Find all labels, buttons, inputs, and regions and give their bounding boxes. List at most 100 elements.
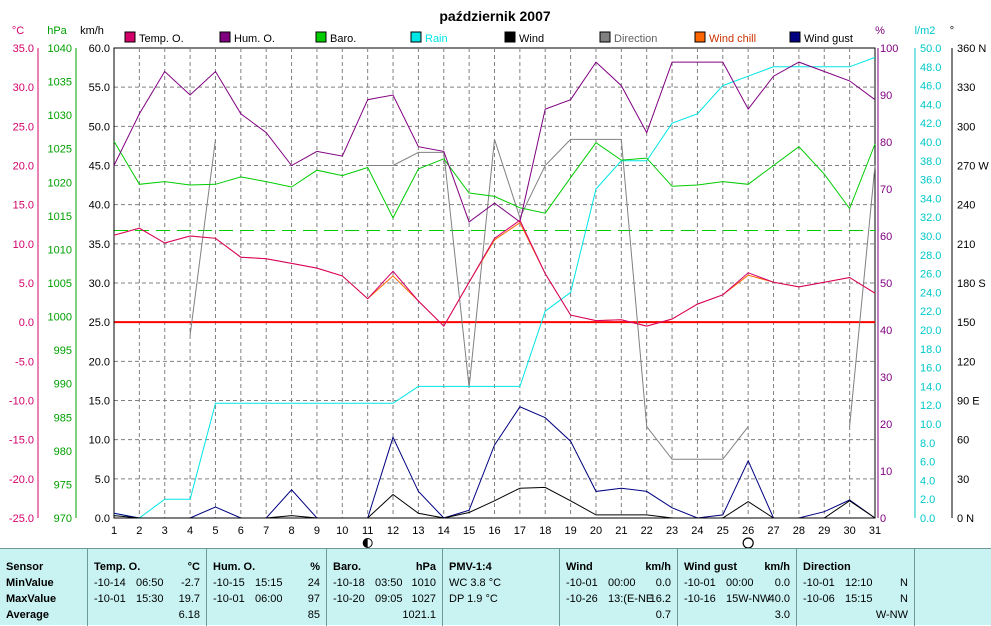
stats-time: 15:30 [136, 593, 164, 605]
axis-tick-rain: 30.0 [920, 231, 941, 243]
axis-tick-rain: 14.0 [920, 381, 941, 393]
axis-tick-direction: 240 [957, 200, 975, 212]
stats-value: 40.0 [768, 593, 790, 605]
legend-label: Rain [425, 33, 448, 45]
stats-value: 0.7 [655, 609, 671, 621]
axis-tick-baro: 980 [54, 446, 72, 458]
stats-header: PMV-1:4 [449, 561, 492, 573]
stats-time: 15W-NW [726, 593, 771, 605]
stats-date: -10-16 [684, 593, 716, 605]
axis-tick-hum: 20 [880, 419, 892, 431]
x-tick-label: 5 [212, 525, 218, 537]
x-tick-label: 1 [111, 525, 117, 537]
axis-tick-rain: 10.0 [920, 419, 941, 431]
axis-tick-direction: 30 [957, 474, 969, 486]
x-tick-label: 29 [818, 525, 830, 537]
axis-tick-rain: 46.0 [920, 81, 941, 93]
stats-header: Direction [803, 561, 851, 573]
axis-tick-wind: 10.0 [89, 435, 110, 447]
axis-tick-rain: 26.0 [920, 269, 941, 281]
stats-date: -10-01 [94, 593, 126, 605]
stats-date: -10-01 [684, 577, 716, 589]
axis-tick-hum: 50 [880, 278, 892, 290]
axis-tick-direction: 300 [957, 121, 975, 133]
stats-header: Baro. [333, 561, 362, 573]
legend-label: Wind [519, 33, 544, 45]
stats-date: DP 1.9 °C [449, 593, 498, 605]
new-moon-shadow-icon [363, 538, 368, 548]
axis-tick-baro: 995 [54, 345, 72, 357]
x-tick-label: 21 [615, 525, 627, 537]
stats-value: 3.0 [774, 609, 790, 621]
axis-tick-rain: 38.0 [920, 156, 941, 168]
x-tick-label: 14 [438, 525, 450, 537]
axis-tick-hum: 10 [880, 466, 892, 478]
stats-value: 1010 [411, 577, 436, 589]
axis-tick-wind: 55.0 [89, 82, 110, 94]
axis-tick-temp: -10.0 [9, 396, 34, 408]
stats-time: 15:15 [845, 593, 873, 605]
stats-column: Baro. hPa -10-18 03:50 1010 -10-20 09:05 1027 10… [327, 549, 443, 626]
series-line-temp [113, 219, 876, 327]
stats-date: -10-01 [566, 577, 598, 589]
stats-date: -10-20 [333, 593, 365, 605]
stats-header: Temp. O. [94, 561, 141, 573]
axis-tick-wind: 5.0 [95, 474, 110, 486]
x-tick-label: 27 [767, 525, 779, 537]
axis-tick-wind: 30.0 [89, 278, 110, 290]
axis-tick-baro: 1015 [48, 211, 72, 223]
stats-value: 19.7 [178, 593, 200, 605]
stats-date: -10-18 [333, 577, 365, 589]
axis-tick-rain: 12.0 [920, 400, 941, 412]
axis-unit-rain: l/m2 [915, 25, 936, 37]
stats-row-label: Average [6, 609, 50, 621]
axis-tick-wind: 45.0 [89, 161, 110, 173]
axis-tick-wind: 60.0 [89, 43, 110, 55]
stats-column: Hum. O.% -10-15 15:15 24 -10-01 06:00 97 85 [207, 549, 327, 626]
stats-header: Wind [566, 561, 593, 573]
axis-tick-temp: 0.0 [19, 317, 34, 329]
stats-column: Sensor MinValue MaxValue Average [0, 549, 88, 626]
stats-header: Wind gust [684, 561, 738, 573]
stats-time: 00:00 [608, 577, 636, 589]
axis-tick-temp: 5.0 [19, 278, 34, 290]
x-tick-label: 26 [742, 525, 754, 537]
axis-tick-rain: 50.0 [920, 43, 941, 55]
axis-tick-hum: 30 [880, 372, 892, 384]
stats-column: Direction -10-01 12:10 N -10-06 15:15 N W-NW [797, 549, 915, 626]
axis-tick-baro: 1010 [48, 244, 72, 256]
axis-tick-rain: 28.0 [920, 250, 941, 262]
x-tick-label: 4 [187, 525, 193, 537]
stats-header: Hum. O. [213, 561, 256, 573]
x-tick-label: 8 [289, 525, 295, 537]
stats-time: 13:(E-NE [608, 593, 654, 605]
axis-unit-baro: hPa [47, 25, 67, 37]
axis-tick-temp: -20.0 [9, 474, 34, 486]
axis-tick-direction: 180 S [957, 278, 986, 290]
stats-value: 1027 [411, 593, 436, 605]
legend-swatch [315, 31, 327, 43]
x-tick-label: 13 [412, 525, 424, 537]
x-tick-label: 17 [514, 525, 526, 537]
stats-value: 97 [307, 593, 320, 605]
axis-tick-hum: 0 [880, 513, 886, 525]
axis-tick-baro: 975 [54, 479, 72, 491]
axis-tick-rain: 2.0 [920, 494, 935, 506]
axis-unit-direction: ° [950, 25, 954, 37]
axis-tick-temp: 30.0 [13, 82, 34, 94]
axis-tick-wind: 15.0 [89, 396, 110, 408]
stats-value: N [900, 593, 908, 605]
axis-tick-baro: 970 [54, 513, 72, 525]
axis-tick-direction: 360 N [957, 43, 986, 55]
axis-tick-hum: 100 [880, 43, 898, 55]
axis-tick-rain: 40.0 [920, 137, 941, 149]
x-tick-label: 31 [869, 525, 881, 537]
axis-tick-wind: 25.0 [89, 317, 110, 329]
axis-tick-direction: 150 [957, 317, 975, 329]
axis-tick-baro: 1040 [48, 43, 72, 55]
x-tick-label: 9 [314, 525, 320, 537]
axis-tick-hum: 90 [880, 90, 892, 102]
axis-tick-wind: 20.0 [89, 356, 110, 368]
x-tick-label: 25 [717, 525, 729, 537]
chart-title: październik 2007 [439, 8, 550, 24]
